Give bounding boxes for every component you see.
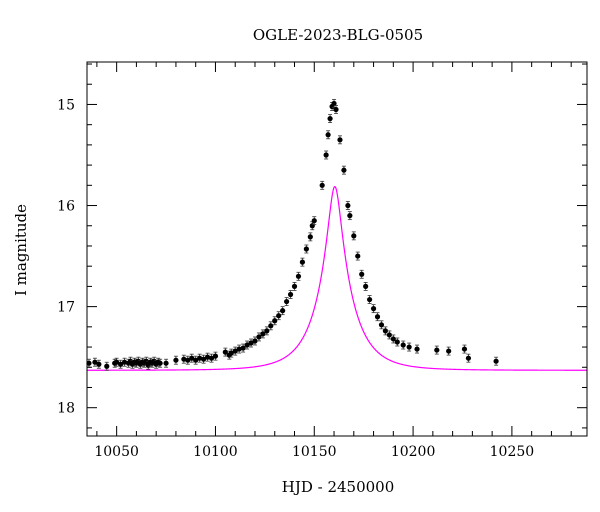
data-point xyxy=(114,357,120,367)
data-point xyxy=(222,347,228,357)
data-point xyxy=(173,355,179,365)
data-point xyxy=(307,232,313,242)
data-point xyxy=(303,244,309,254)
data-point xyxy=(228,348,234,358)
x-tick-label: 10050 xyxy=(94,444,139,460)
plot-frame xyxy=(86,61,588,437)
data-point xyxy=(337,135,343,145)
model-curve-layer xyxy=(87,185,587,371)
data-point xyxy=(378,320,385,330)
data-point xyxy=(181,354,187,364)
y-tick-label: 16 xyxy=(57,199,75,215)
data-point xyxy=(117,359,124,369)
data-point xyxy=(382,326,389,336)
data-point xyxy=(260,329,266,339)
data-point xyxy=(327,114,333,124)
data-point xyxy=(325,130,331,140)
data-point xyxy=(284,297,290,306)
axis-ticks-layer: 10050 10100 10150 10200 10250 15 16 17 18 xyxy=(57,62,587,460)
data-point xyxy=(256,332,262,342)
data-point xyxy=(299,257,306,267)
data-point xyxy=(193,355,199,365)
data-point xyxy=(323,150,329,160)
data-point xyxy=(197,353,203,363)
data-point xyxy=(311,216,317,226)
data-point xyxy=(236,344,242,354)
data-point xyxy=(386,330,392,340)
data-point xyxy=(272,316,278,326)
model-curve xyxy=(87,185,587,371)
data-point xyxy=(232,346,238,356)
data-point xyxy=(121,357,128,367)
data-point xyxy=(157,358,163,368)
data-point xyxy=(446,346,452,356)
y-axis-label: I magnitude xyxy=(12,204,30,296)
chart-title: OGLE-2023-BLG-0505 xyxy=(253,26,423,44)
data-point xyxy=(355,251,361,261)
data-point xyxy=(264,326,270,336)
y-tick-label: 15 xyxy=(57,97,75,113)
data-point xyxy=(400,340,406,350)
data-point xyxy=(189,353,195,363)
data-point xyxy=(268,321,274,331)
data-point xyxy=(465,353,472,363)
data-point xyxy=(185,355,191,365)
data-point xyxy=(351,231,357,241)
data-point xyxy=(163,358,169,368)
data-point xyxy=(280,306,286,316)
data-point xyxy=(347,211,353,221)
data-point xyxy=(96,359,102,369)
data-point xyxy=(493,356,499,366)
x-tick-label: 10100 xyxy=(193,444,238,460)
data-point xyxy=(363,281,369,291)
y-tick-label: 18 xyxy=(57,401,75,417)
data-point xyxy=(276,311,282,321)
data-point xyxy=(333,105,339,114)
data-point xyxy=(434,345,440,355)
y-tick-label: 17 xyxy=(57,300,75,316)
data-point xyxy=(394,337,400,347)
data-points-layer xyxy=(86,99,499,371)
data-point xyxy=(461,344,468,354)
data-point xyxy=(370,304,377,314)
data-point xyxy=(414,344,420,354)
x-tick-label: 10200 xyxy=(391,444,436,460)
x-axis-label: HJD - 2450000 xyxy=(282,478,395,496)
data-point xyxy=(319,180,325,190)
data-point xyxy=(367,295,373,304)
x-tick-label: 10250 xyxy=(490,444,535,460)
data-point xyxy=(390,334,396,344)
data-point xyxy=(208,353,215,363)
data-point xyxy=(252,336,258,346)
data-point xyxy=(287,290,294,299)
data-point xyxy=(291,281,298,291)
data-point xyxy=(212,351,219,361)
data-point xyxy=(244,340,250,350)
data-point xyxy=(104,361,110,371)
x-tick-label: 10150 xyxy=(292,444,337,460)
data-point xyxy=(374,312,381,322)
data-point xyxy=(295,271,302,281)
data-point xyxy=(345,201,351,210)
data-point xyxy=(341,165,347,175)
data-point xyxy=(359,269,365,279)
data-point xyxy=(92,357,98,367)
data-point xyxy=(204,352,211,362)
data-point xyxy=(406,342,412,352)
data-point xyxy=(248,338,254,348)
data-point xyxy=(240,343,246,353)
data-point xyxy=(201,354,207,364)
